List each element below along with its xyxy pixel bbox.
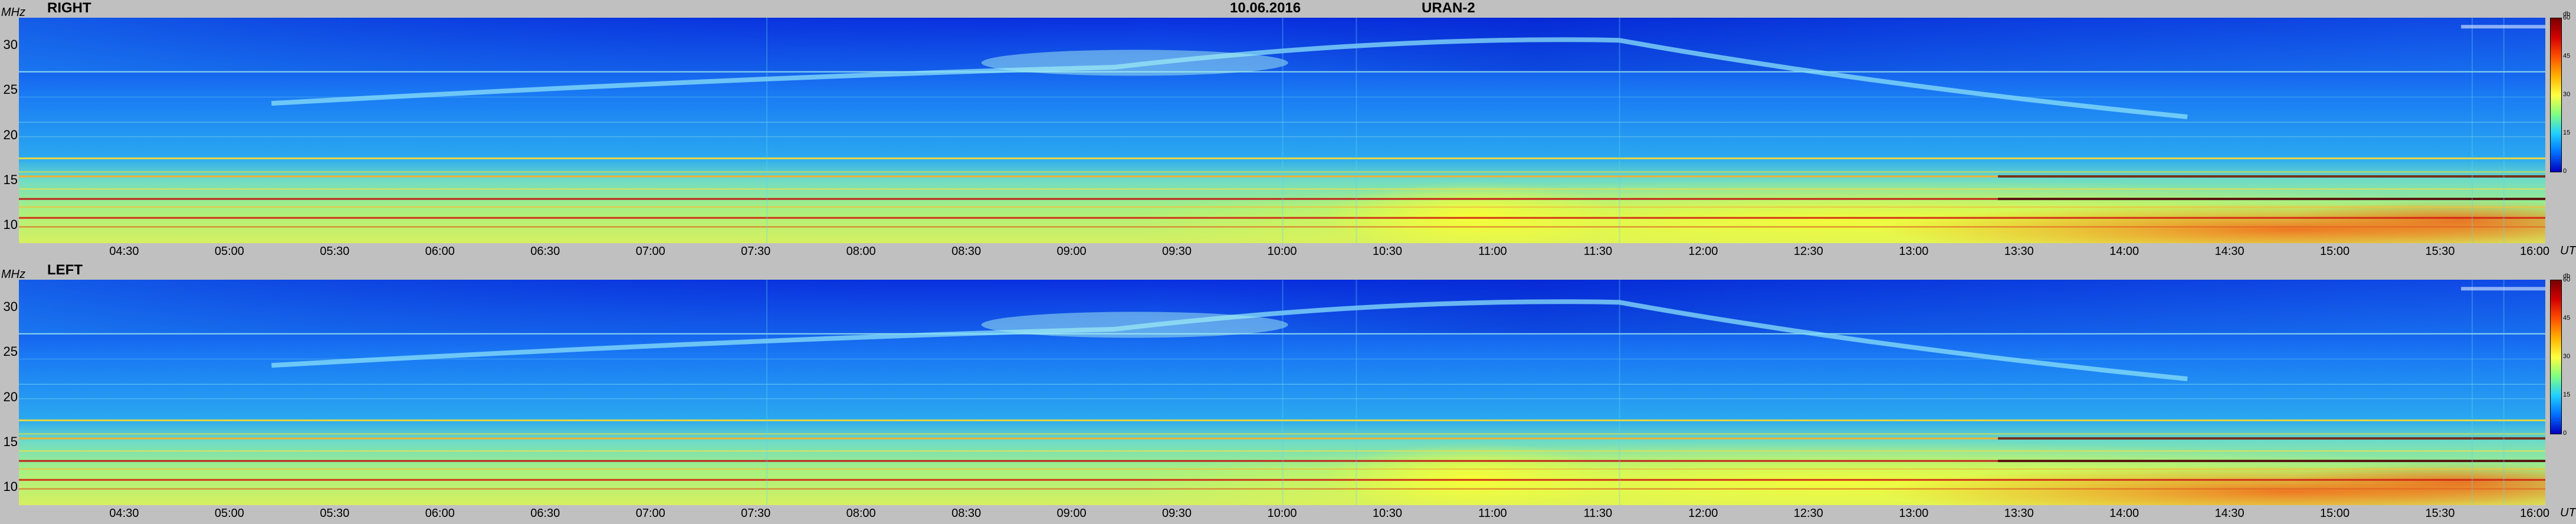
colorbar-tick-label: 45: [2563, 53, 2571, 60]
y-unit-right: MHz: [1, 6, 26, 19]
x-tick-label: 14:30: [2214, 245, 2244, 258]
colorbar-tick-label: 60: [2563, 276, 2571, 283]
x-tick-label: 09:30: [1162, 507, 1192, 520]
x-tick-label: 04:30: [109, 507, 139, 520]
colorbar-tick-label: 30: [2563, 91, 2571, 98]
panel-title-left: LEFT: [47, 262, 83, 278]
spectrogram-right: [19, 18, 2576, 262]
x-tick-label: 11:00: [1478, 507, 1507, 520]
x-unit-right: UT: [2560, 244, 2576, 257]
x-tick-label: 05:00: [214, 245, 244, 258]
y-tick-label: 15: [3, 172, 18, 188]
x-tick-label: 09:00: [1056, 245, 1087, 258]
x-tick-label: 12:00: [1688, 245, 1718, 258]
x-tick-label: 14:30: [2214, 507, 2244, 520]
x-tick-label: 14:00: [2109, 245, 2139, 258]
x-tick-label: 15:30: [2425, 507, 2455, 520]
x-tick-label: 08:00: [846, 507, 876, 520]
x-tick-label: 05:30: [320, 245, 350, 258]
spectrogram-left: [19, 280, 2576, 524]
x-tick-label: 13:30: [2004, 245, 2034, 258]
colorbar-unit-left: db: [2563, 273, 2571, 280]
x-tick-label: 10:30: [1372, 507, 1402, 520]
x-tick-label: 07:30: [741, 245, 771, 258]
x-tick-label: 07:00: [635, 245, 665, 258]
y-tick-label: 25: [3, 344, 18, 359]
x-tick-label: 08:00: [846, 245, 876, 258]
colorbar-tick-label: 0: [2563, 168, 2567, 175]
station-label: URAN-2: [1422, 0, 1475, 16]
x-tick-label: 04:30: [109, 245, 139, 258]
panel-title-right: RIGHT: [47, 0, 91, 16]
x-tick-label: 11:30: [1583, 507, 1613, 520]
x-tick-label: 15:30: [2425, 245, 2455, 258]
date-label: 10.06.2016: [1230, 0, 1301, 16]
x-tick-label: 14:00: [2109, 507, 2139, 520]
y-tick-label: 10: [3, 479, 18, 494]
colorbar-left: [2550, 280, 2562, 434]
y-tick-label: 30: [3, 299, 18, 314]
colorbar-tick-label: 30: [2563, 353, 2571, 360]
colorbar-tick-label: 60: [2563, 14, 2571, 21]
x-tick-label: 08:30: [951, 507, 982, 520]
y-tick-label: 10: [3, 217, 18, 232]
y-tick-label: 20: [3, 127, 18, 142]
x-tick-label: 12:30: [1793, 245, 1823, 258]
x-tick-label: 09:00: [1056, 507, 1087, 520]
x-tick-label: 07:00: [635, 507, 665, 520]
x-tick-label: 05:00: [214, 507, 244, 520]
x-tick-label: 07:30: [741, 507, 771, 520]
x-tick-label: 10:00: [1267, 507, 1297, 520]
x-tick-label: 13:00: [1899, 507, 1929, 520]
colorbar-unit-right: db: [2563, 11, 2571, 18]
x-tick-label: 15:00: [2320, 245, 2350, 258]
y-tick-label: 30: [3, 37, 18, 52]
x-tick-label: 10:30: [1372, 245, 1402, 258]
x-tick-label: 15:00: [2320, 507, 2350, 520]
colorbar-tick-label: 0: [2563, 430, 2567, 437]
colorbar-tick-label: 45: [2563, 315, 2571, 322]
y-unit-left: MHz: [1, 268, 26, 281]
y-tick-label: 20: [3, 389, 18, 404]
x-tick-label: 16:00: [2519, 245, 2550, 258]
x-tick-label: 05:30: [320, 507, 350, 520]
x-tick-label: 11:30: [1583, 245, 1613, 258]
x-tick-label: 13:00: [1899, 245, 1929, 258]
x-tick-label: 08:30: [951, 245, 982, 258]
x-tick-label: 16:00: [2519, 507, 2550, 520]
x-tick-label: 10:00: [1267, 245, 1297, 258]
colorbar-tick-label: 15: [2563, 129, 2571, 136]
x-tick-label: 06:30: [530, 245, 560, 258]
x-tick-label: 12:00: [1688, 507, 1718, 520]
x-tick-label: 06:00: [425, 245, 455, 258]
colorbar-right: [2550, 18, 2562, 172]
colorbar-tick-label: 15: [2563, 391, 2571, 398]
x-tick-label: 06:30: [530, 507, 560, 520]
x-tick-label: 09:30: [1162, 245, 1192, 258]
y-tick-label: 25: [3, 82, 18, 97]
x-tick-label: 13:30: [2004, 507, 2034, 520]
x-tick-label: 11:00: [1478, 245, 1507, 258]
x-tick-label: 12:30: [1793, 507, 1823, 520]
x-tick-label: 06:00: [425, 507, 455, 520]
y-tick-label: 15: [3, 434, 18, 450]
x-unit-left: UT: [2560, 506, 2576, 519]
